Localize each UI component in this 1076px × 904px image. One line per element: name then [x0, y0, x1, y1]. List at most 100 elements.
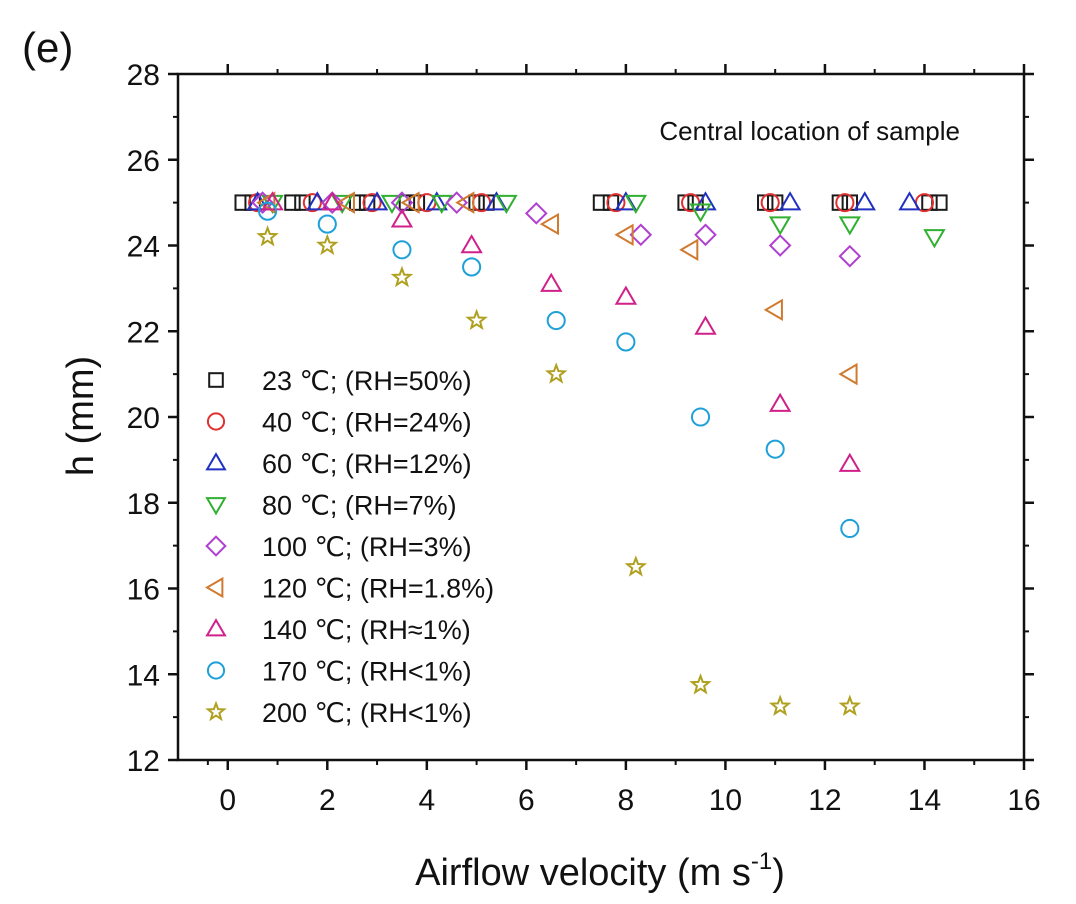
x-axis-title-suffix: ): [772, 852, 785, 894]
point-s1-2: [362, 193, 382, 213]
point-s8-4: [544, 362, 568, 384]
legend-marker-1: [206, 412, 226, 431]
point-s2-9: [898, 191, 921, 211]
legend-label-0: 23 ℃; (RH=50%): [262, 366, 472, 396]
x-tick-label-0: 0: [219, 784, 236, 817]
legend-label-3: 80 ℃; (RH=7%): [262, 491, 457, 521]
point-s3-7: [768, 216, 792, 236]
point-s1-5: [606, 193, 626, 213]
point-s7-2: [392, 240, 412, 260]
point-s2-6: [694, 191, 717, 211]
point-s8-6: [689, 673, 712, 695]
point-s0-8: [468, 194, 485, 211]
point-s7-4: [546, 310, 566, 331]
legend-marker-5: [205, 576, 224, 599]
annotation: Central location of sample: [659, 116, 960, 146]
x-tick-label-8: 16: [1007, 784, 1040, 817]
x-tick-label-3: 6: [518, 784, 535, 817]
point-s0-17: [841, 194, 859, 211]
legend-marker-6: [205, 618, 227, 637]
legend-marker-8: [205, 700, 227, 722]
legend-marker-2: [205, 452, 227, 471]
point-s5-3: [455, 191, 475, 214]
legend-label-6: 140 ℃; (RH≈1%): [262, 615, 471, 645]
legend-label-7: 170 ℃; (RH<1%): [262, 657, 472, 687]
point-s0-18: [921, 194, 938, 211]
point-s6-7: [768, 392, 792, 412]
point-s6-1: [321, 191, 344, 211]
point-s6-3: [460, 234, 483, 254]
point-s5-6: [679, 238, 699, 261]
panel-label: (e): [22, 24, 73, 71]
x-tick-label-5: 10: [709, 784, 742, 817]
point-s8-3: [465, 308, 488, 331]
legend-label-2: 60 ℃; (RH=12%): [262, 449, 472, 479]
point-s3-8: [838, 216, 862, 236]
y-tick-label-4: 20: [127, 402, 160, 435]
x-tick-label-4: 8: [618, 784, 635, 817]
point-s3-5: [624, 194, 648, 215]
point-s0-3: [294, 194, 311, 211]
point-s0-12: [677, 194, 694, 211]
x-tick-label-7: 14: [908, 784, 941, 817]
point-s5-2: [400, 191, 420, 214]
point-s8-0: [256, 225, 279, 247]
point-s1-7: [760, 193, 780, 213]
point-s1-1: [302, 193, 322, 213]
legend-label-5: 120 ℃; (RH=1.8%): [262, 574, 494, 604]
point-s7-5: [616, 332, 636, 352]
y-tick-label-3: 18: [127, 488, 160, 521]
y-tick-label-7: 26: [127, 145, 160, 178]
point-s4-4: [524, 202, 548, 225]
point-s8-7: [768, 694, 792, 717]
point-s6-0: [261, 191, 284, 211]
point-s7-8: [840, 518, 860, 539]
point-s6-8: [838, 452, 862, 472]
point-s7-1: [317, 214, 337, 234]
point-s2-2: [365, 191, 389, 211]
point-s0-2: [284, 194, 301, 211]
legend-label-1: 40 ℃; (RH=24%): [262, 408, 472, 438]
y-tick-label-8: 28: [127, 59, 160, 92]
point-s5-8: [838, 362, 858, 386]
x-tick-label-2: 4: [418, 784, 435, 817]
y-tick-label-0: 12: [127, 745, 160, 778]
point-s8-8: [838, 694, 862, 717]
point-s0-0: [234, 194, 251, 211]
point-s7-0: [258, 201, 278, 221]
point-s0-7: [408, 194, 426, 211]
point-s0-15: [766, 194, 784, 211]
point-s6-2: [390, 208, 414, 228]
point-s1-8: [835, 193, 855, 213]
point-s5-5: [614, 223, 634, 246]
legend-marker-3: [205, 497, 227, 516]
point-s4-1: [320, 191, 344, 214]
point-s3-6: [689, 203, 712, 223]
point-s4-5: [629, 223, 653, 247]
point-s3-4: [495, 194, 518, 215]
x-axis-title: Airflow velocity (m s-1): [415, 848, 785, 894]
legend: 23 ℃; (RH=50%) 40 ℃; (RH=24%) 60 ℃; (RH=12…: [205, 366, 494, 728]
point-s2-1: [306, 191, 329, 211]
point-s3-3: [430, 194, 453, 215]
legend-marker-7: [206, 661, 226, 680]
point-s5-7: [763, 298, 783, 322]
x-axis-title-main: Airflow velocity (m s: [415, 852, 751, 894]
point-s3-2: [380, 194, 404, 215]
legend-label-4: 100 ℃; (RH=3%): [262, 532, 472, 562]
point-s5-1: [335, 191, 355, 214]
data-points-group: [234, 191, 948, 717]
point-s4-6: [694, 223, 717, 247]
point-s8-2: [390, 265, 414, 288]
point-s0-4: [348, 194, 366, 211]
point-s7-6: [690, 407, 711, 427]
point-s8-5: [624, 555, 648, 577]
point-s0-6: [398, 194, 416, 211]
x-axis-title-superscript: -1: [751, 848, 772, 875]
legend-label-8: 200 ℃; (RH<1%): [262, 698, 472, 728]
point-s5-0: [256, 191, 276, 214]
point-s4-8: [838, 244, 862, 268]
point-s0-19: [931, 194, 948, 211]
